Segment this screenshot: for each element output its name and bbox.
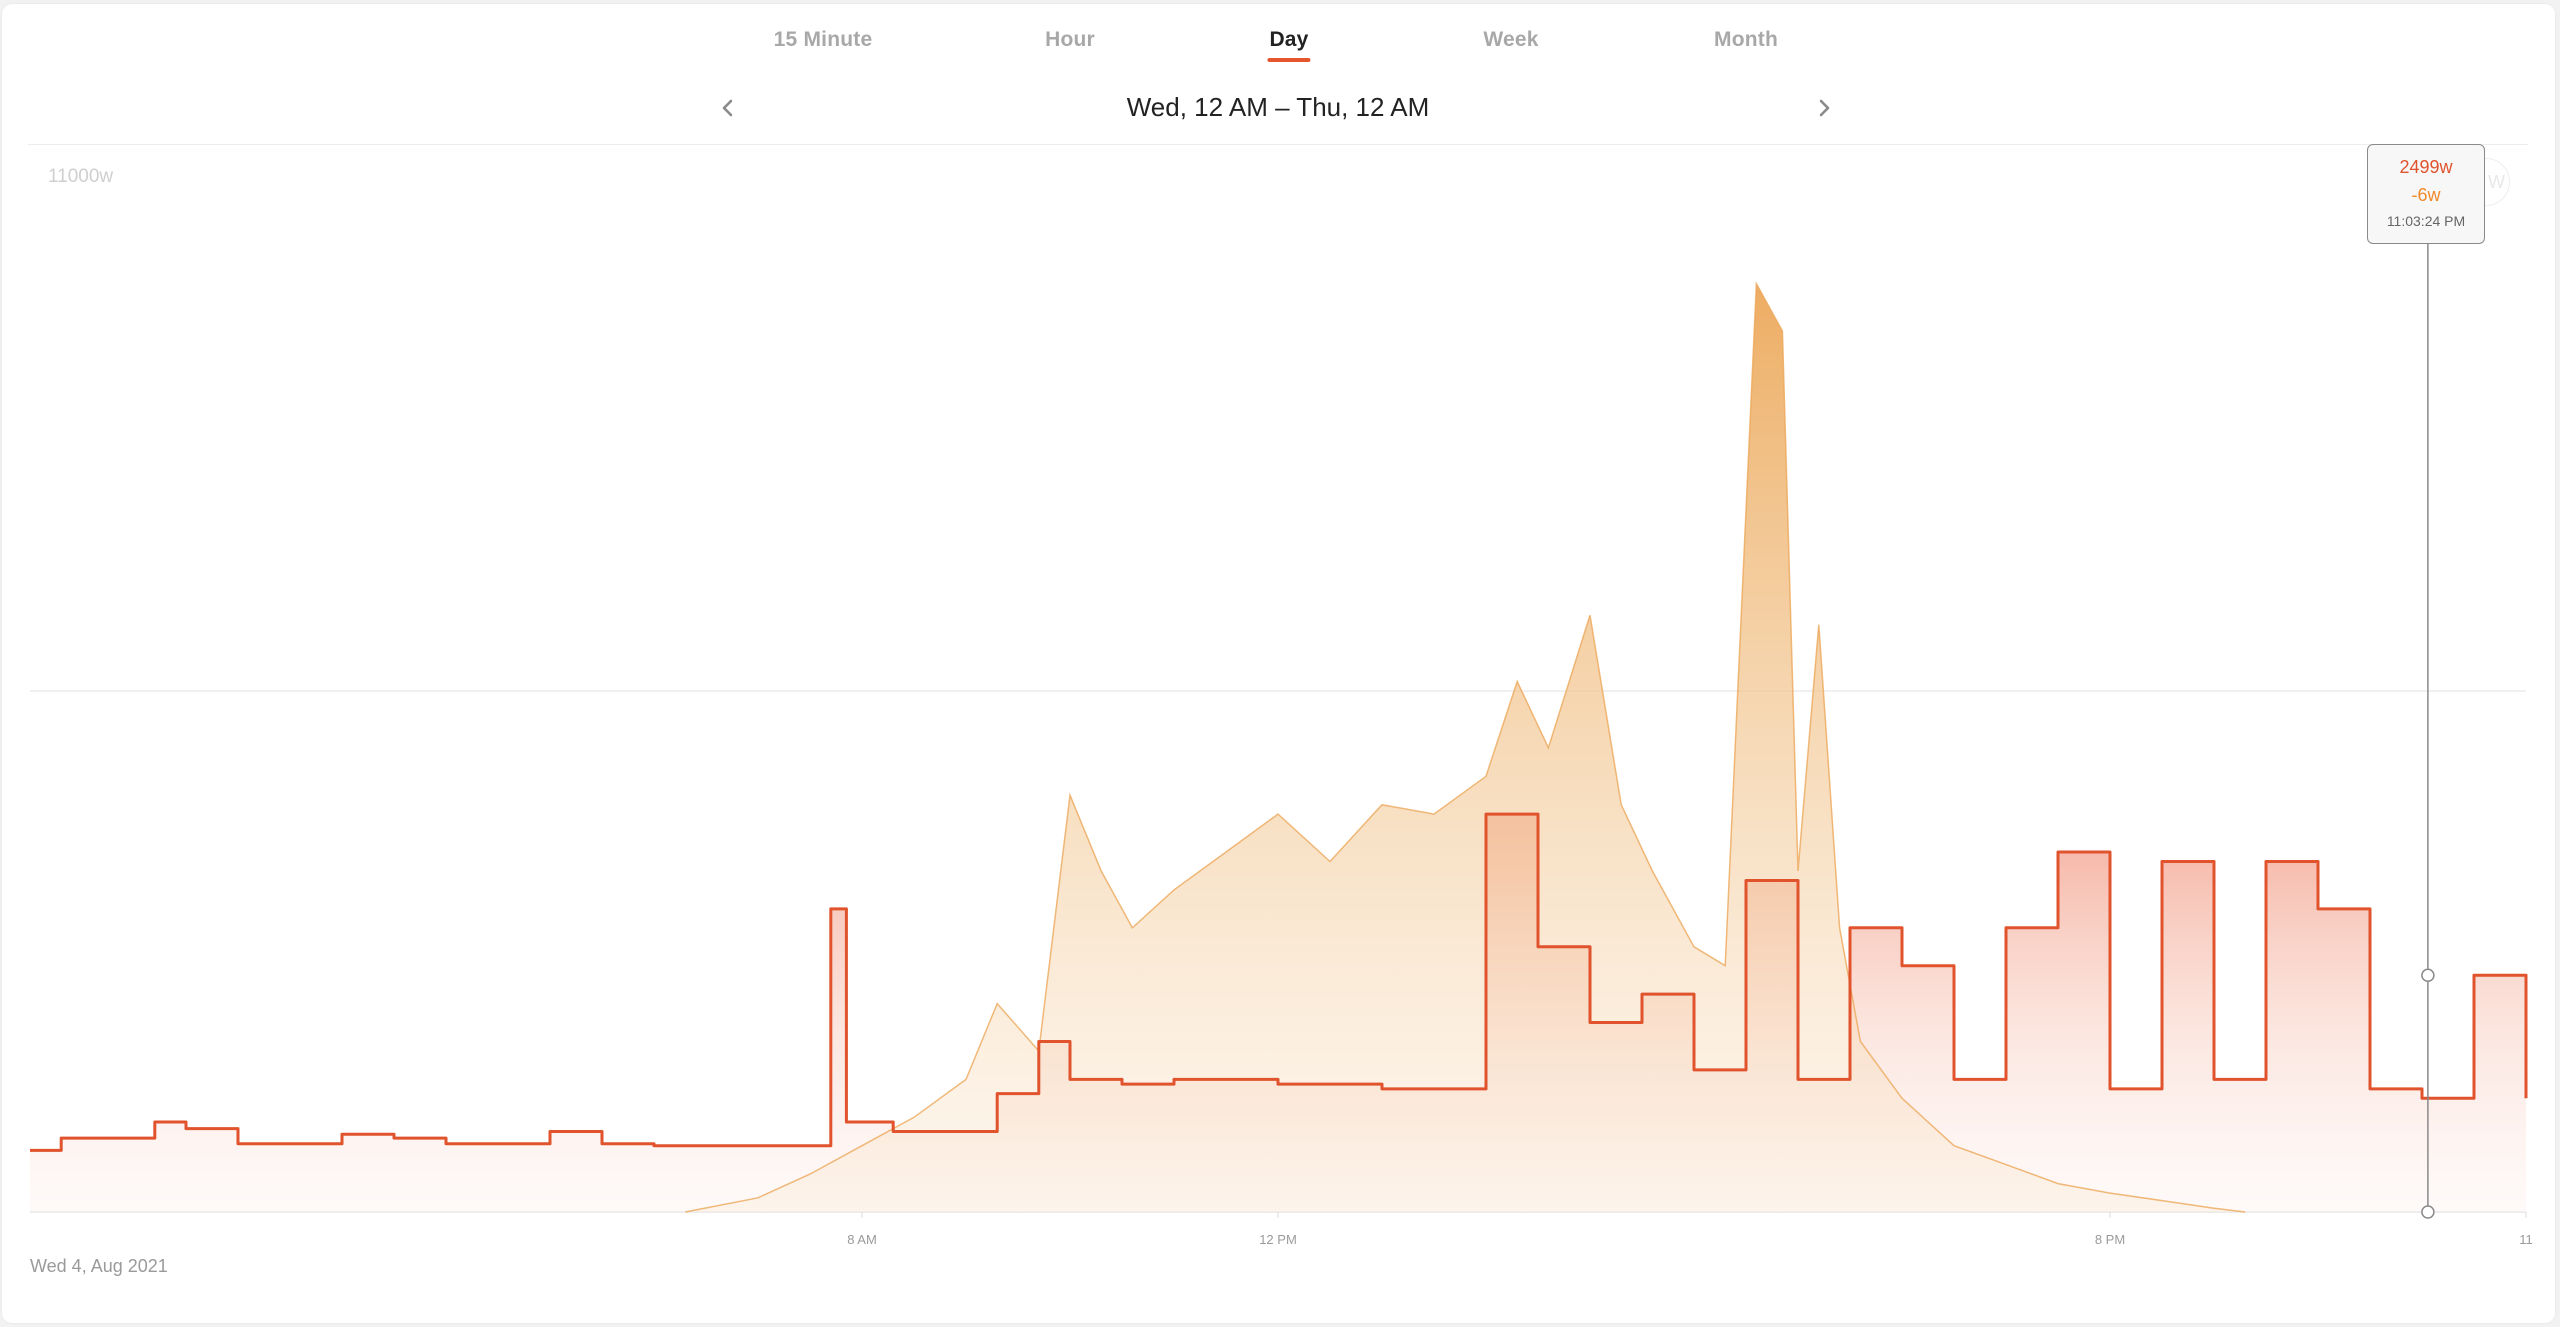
x-tick-label: 12 PM [1259,1232,1297,1247]
axis-layer: 11000w 8 AM 12 PM 8 PM 11 [48,166,2533,1247]
x-tick-label: 8 PM [2095,1232,2125,1247]
crosshair-solar-marker [2421,1205,2435,1219]
tab-hour[interactable]: Hour [1045,28,1095,51]
crosshair-layer [2421,244,2435,1219]
next-range-button[interactable] [1810,94,1838,122]
tooltip-consumption-value: 2499w [2399,157,2453,177]
x-tick-label: 8 AM [847,1232,877,1247]
chart-date-label: Wed 4, Aug 2021 [30,1256,168,1276]
y-max-label: 11000w [48,166,113,187]
hover-tooltip: 2499w -6w 11:03:24 PM [2367,144,2485,244]
solar-area [685,283,2246,1212]
period-tabs: 15 Minute Hour Day Week Month [0,28,2560,68]
series-layer [30,281,2528,1213]
header-divider [28,144,2528,145]
tab-day[interactable]: Day [1267,28,1311,62]
x-tick-label: 11 [2519,1232,2533,1247]
date-range-navigator: Wed, 12 AM – Thu, 12 AM [0,88,2560,132]
chevron-right-icon [1819,99,1830,117]
tab-15-minute[interactable]: 15 Minute [773,28,873,51]
tab-week[interactable]: Week [1483,28,1539,51]
crosshair-consumption-marker [2421,968,2435,983]
consumption-line [30,812,2528,1152]
previous-range-button[interactable] [714,94,742,122]
tab-month[interactable]: Month [1714,28,1778,51]
tooltip-solar-value: -6w [2411,185,2441,205]
chevron-left-icon [722,99,733,117]
date-range-label: Wed, 12 AM – Thu, 12 AM [1126,92,1430,122]
solar-line [685,281,2246,1213]
tooltip-time: 11:03:24 PM [2386,213,2466,229]
